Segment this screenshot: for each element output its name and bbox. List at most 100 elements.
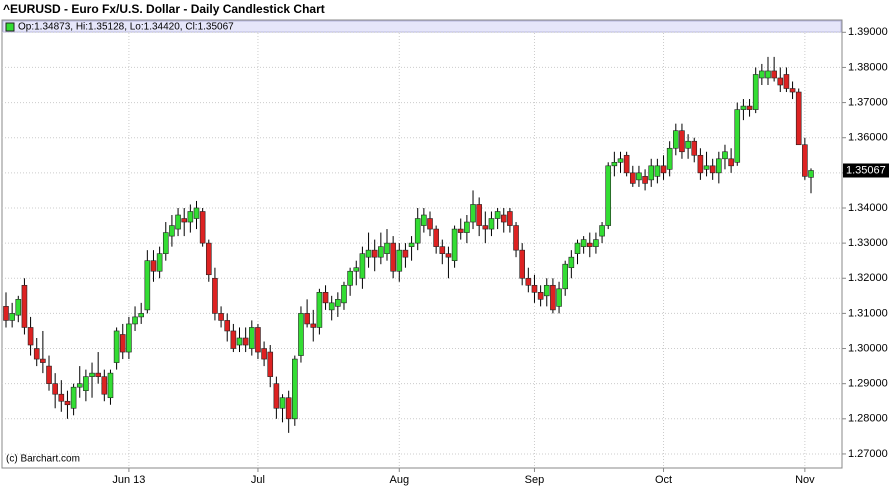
candle-body [642,176,648,184]
legend-text: Op:1.34873, Hi:1.35128, Lo:1.34420, Cl:1… [18,22,234,33]
candle-body [709,165,716,174]
candle-body [488,218,495,230]
candle-body [752,74,759,110]
candle-body [500,214,507,223]
candle-body [445,253,452,258]
candle-body [205,242,212,276]
candle-body [673,130,679,149]
candle-body [353,267,360,272]
candle-body [46,365,52,384]
candle-body [175,214,181,230]
candle-body [181,218,188,223]
candle-body [660,165,667,174]
candle-body [586,242,593,247]
candle-body [298,313,304,356]
candle-body [574,242,581,254]
candle-body [777,77,784,86]
candle-body [568,256,575,269]
candle-body [746,105,753,110]
candle-body [740,105,747,110]
candle-body [384,242,390,254]
candle-body [113,330,120,363]
last-price-box [843,163,889,178]
candle-body [9,313,15,321]
x-tick-label: Aug [389,474,409,486]
candle-body [716,158,722,174]
y-tick-label: 1.28000 [848,413,888,425]
candle-body [421,214,427,226]
candle-body [390,242,396,272]
y-tick-label: 1.39000 [848,26,888,38]
candle-body [255,327,261,353]
candle-body [144,260,151,311]
candle-body [27,327,34,346]
candle-body [230,330,237,349]
candle-body [378,246,384,258]
candle-body [70,386,77,409]
y-tick-label: 1.33000 [848,237,888,249]
candle-body [556,288,562,307]
candle-body [697,154,704,174]
candle-body [457,228,464,233]
candle-body [33,348,40,360]
candle-body [482,225,489,230]
candle-body [285,397,292,420]
x-tick-label: Jul [251,474,265,486]
candle-body [414,218,421,244]
candle-body [396,249,403,272]
candle-body [525,277,532,286]
candle-body [519,249,525,279]
candle-body [273,383,280,409]
candle-body [347,270,353,286]
candle-body [3,306,9,321]
candle-body [654,165,661,177]
candle-body [156,253,163,272]
y-tick-label: 1.38000 [848,61,888,73]
candle-body [310,323,317,328]
candle-body [494,211,501,219]
candle-body [199,211,206,244]
candle-body [722,151,728,160]
candle-body [765,70,771,79]
candle-body [808,170,814,178]
candle-body [15,299,22,316]
candle-body [513,225,519,251]
candle-body [562,263,568,290]
candle-body [76,383,83,388]
y-tick-label: 1.37000 [848,96,888,108]
candle-body [292,358,298,420]
candle-body [267,351,274,377]
candle-body [802,144,808,177]
candle-body [580,239,587,247]
candle-body [193,207,200,219]
candle-body [249,327,255,349]
candle-body [236,337,243,346]
candle-body [150,260,157,272]
candle-body [433,228,439,247]
candle-body [531,284,538,293]
candle-body [629,172,636,184]
candle-body [64,400,71,406]
candle-body [636,172,642,181]
candle-body [335,299,341,307]
candle-body [795,91,802,146]
candle-body [402,249,409,258]
candle-body [89,372,95,377]
candle-body [359,253,366,279]
y-tick-label: 1.27000 [848,448,888,460]
candle-body [261,348,267,360]
candle-body [679,130,685,153]
candle-body [107,372,114,399]
source-label: (c) Barchart.com [6,454,80,465]
candle-body [224,320,231,332]
chart-title: ^EURUSD - Euro Fx/U.S. Dollar - Daily Ca… [3,2,325,16]
candle-body [617,158,624,163]
candle-body [537,292,544,300]
candle-body [119,334,126,353]
candle-body [316,292,323,328]
candle-body [789,88,796,93]
candle-body [218,313,224,321]
candle-body [21,284,28,328]
candle-body [279,397,286,409]
candle-body [759,70,765,79]
